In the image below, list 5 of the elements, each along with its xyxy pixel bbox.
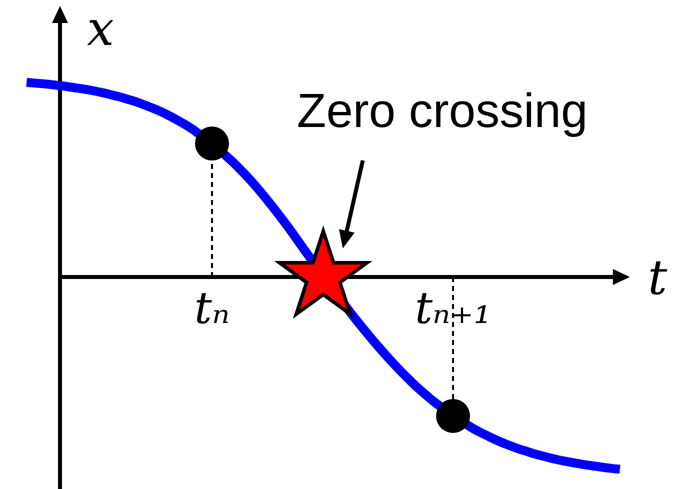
x-tick-label: tₙ₊₁: [414, 282, 492, 334]
annotation: Zero crossing: [296, 85, 588, 138]
x-tick-label: tₙ: [194, 282, 230, 334]
y-axis-title: x: [87, 1, 114, 57]
x-axis-title: t: [648, 250, 668, 306]
